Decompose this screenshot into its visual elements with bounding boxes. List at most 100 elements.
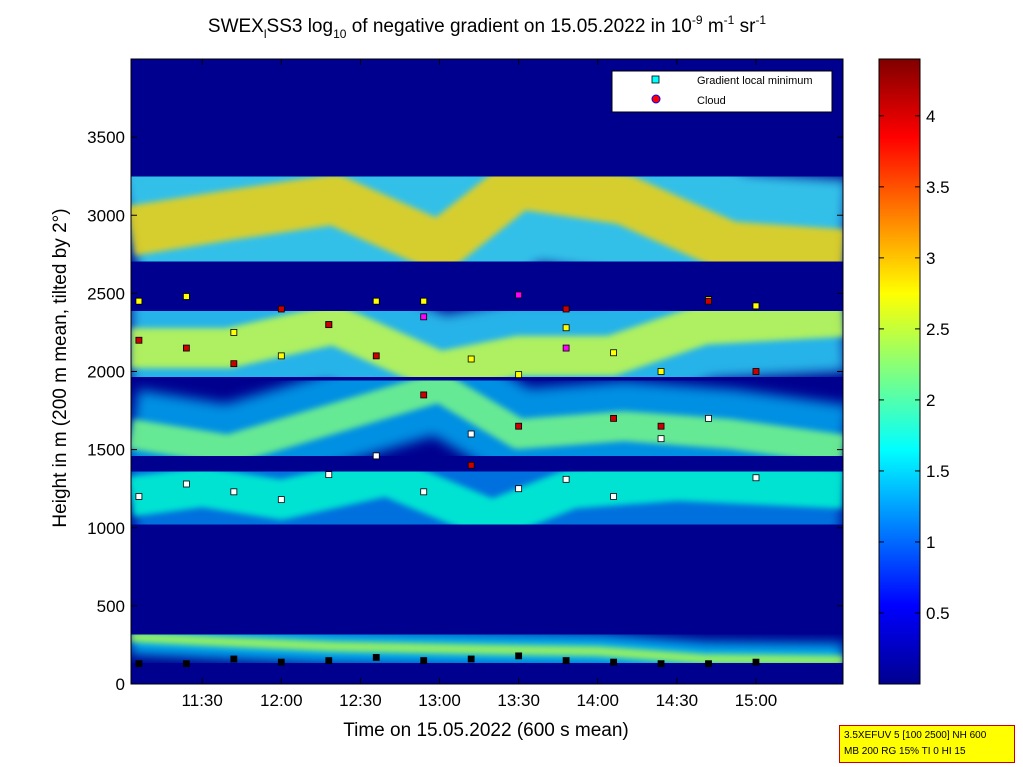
y-tick-label: 2500	[87, 284, 125, 303]
gradient-minimum-marker	[467, 461, 475, 469]
colorbar-tick-label: 1	[926, 533, 935, 552]
gradient-minimum-marker	[420, 391, 428, 399]
gradient-minimum-marker	[610, 349, 617, 357]
colorbar-tick-label: 3.5	[926, 178, 950, 197]
gradient-minimum-marker	[515, 485, 523, 493]
gradient-minimum-marker	[657, 422, 665, 430]
gradient-minimum-marker	[277, 658, 285, 666]
x-tick-label: 13:00	[418, 691, 461, 710]
gradient-minimum-marker	[752, 368, 760, 375]
x-tick-label: 14:00	[576, 691, 619, 710]
x-tick-label: 12:00	[260, 691, 303, 710]
gradient-minimum-marker	[372, 452, 380, 460]
gradient-minimum-marker	[515, 422, 523, 430]
gradient-minimum-marker	[657, 660, 665, 668]
gradient-minimum-marker	[182, 344, 190, 352]
gradient-minimum-marker	[182, 480, 190, 488]
legend-label-cloud: Cloud	[697, 95, 726, 107]
colorbar-tick-label: 4	[926, 107, 935, 126]
gradient-minimum-marker	[705, 660, 712, 668]
gradient-minimum-marker	[230, 488, 238, 496]
colorbar-ticks: 0.5 1 1.5 2 2.5 3 3.5 4	[879, 107, 950, 623]
gradient-minimum-marker	[562, 344, 570, 352]
gradient-minimum-marker	[610, 658, 617, 666]
gradient-minimum-marker	[515, 371, 523, 379]
gradient-minimum-marker	[562, 657, 570, 664]
y-tick-label: 3000	[87, 206, 125, 225]
gradient-minimum-marker	[657, 435, 665, 443]
y-tick-label: 500	[97, 597, 125, 616]
gradient-minimum-marker	[277, 352, 285, 360]
heatmap-area	[131, 59, 843, 684]
gradient-minimum-marker	[372, 352, 380, 360]
heatmap-band-core	[131, 632, 843, 666]
legend: Gradient local minimum Cloud	[611, 70, 833, 113]
gradient-minimum-marker	[135, 493, 143, 500]
legend-marker-cloud	[651, 94, 661, 104]
x-tick-label: 12:30	[339, 691, 382, 710]
gradient-minimum-marker	[325, 471, 333, 479]
y-tick-label: 1000	[87, 519, 125, 538]
gradient-minimum-marker	[135, 336, 143, 344]
colorbar-tick-label: 3	[926, 249, 935, 268]
y-tick-label: 0	[116, 675, 125, 694]
gradient-minimum-marker	[230, 655, 238, 663]
heatmap-band-core	[131, 296, 843, 392]
x-axis-label: Time on 15.05.2022 (600 s mean)	[343, 720, 629, 741]
colorbar-tick-label: 2.5	[926, 320, 950, 339]
chart-title: SWEXlSS3 log10 of negative gradient on 1…	[208, 13, 767, 41]
gradient-minimum-marker	[420, 488, 428, 496]
colorbar-tick-label: 2	[926, 391, 935, 410]
gradient-minimum-marker	[467, 430, 475, 438]
legend-box	[611, 70, 833, 113]
y-axis-label: Height in m (200 m mean, tilted by 2°)	[50, 208, 71, 527]
gradient-minimum-marker	[752, 658, 760, 666]
info-line-2: MB 200 RG 15% TI 0 HI 15	[844, 746, 966, 757]
gradient-minimum-marker	[467, 655, 475, 663]
x-axis: 11:30 12:00 12:30 13:00 13:30 14:00 14:30 15:00	[182, 59, 778, 710]
gradient-minimum-marker	[230, 360, 238, 368]
gradient-minimum-marker	[467, 355, 475, 363]
gradient-minimum-marker	[752, 474, 760, 482]
gradient-minimum-marker	[705, 297, 712, 305]
colorbar	[878, 58, 921, 685]
gradient-minimum-marker	[420, 657, 428, 664]
gradient-minimum-marker	[325, 657, 333, 664]
gradient-minimum-marker	[562, 324, 570, 332]
gradient-minimum-marker	[372, 654, 380, 661]
x-tick-label: 15:00	[735, 691, 778, 710]
y-tick-label: 1500	[87, 441, 125, 460]
x-tick-label: 11:30	[182, 691, 223, 710]
gradient-minimum-marker	[277, 496, 285, 504]
gradient-minimum-marker	[562, 475, 570, 483]
x-tick-label: 13:30	[497, 691, 540, 710]
gradient-minimum-marker	[562, 305, 570, 313]
gradient-minimum-marker	[610, 414, 617, 422]
colorbar-tick-label: 1.5	[926, 462, 950, 481]
gradient-minimum-marker	[610, 493, 617, 500]
marker-layer	[135, 291, 760, 668]
y-tick-label: 3500	[87, 128, 125, 147]
gradient-minimum-marker	[372, 297, 380, 305]
gradient-minimum-marker	[515, 652, 523, 660]
gradient-minimum-marker	[325, 321, 333, 329]
gradient-minimum-marker	[752, 302, 760, 310]
y-axis: 0 500 1000 1500 2000 2500 3000 3500	[87, 128, 843, 694]
gradient-minimum-marker	[420, 313, 428, 321]
info-line-1: 3.5XEFUV 5 [100 2500] NH 600	[844, 730, 987, 741]
gradient-minimum-marker	[515, 291, 523, 299]
legend-marker-gradient	[651, 75, 660, 84]
gradient-minimum-marker	[182, 660, 190, 668]
gradient-minimum-marker	[135, 297, 143, 305]
gradient-minimum-marker	[230, 329, 238, 336]
gradient-minimum-marker	[182, 293, 190, 300]
heatmap-bands	[131, 109, 843, 678]
y-tick-label: 2000	[87, 363, 125, 382]
info-box: 3.5XEFUV 5 [100 2500] NH 600 MB 200 RG 1…	[839, 725, 1015, 763]
gradient-minimum-marker	[277, 305, 285, 313]
gradient-minimum-marker	[135, 660, 143, 668]
gradient-minimum-marker	[705, 414, 712, 422]
gradient-minimum-marker	[420, 297, 428, 305]
heatmap-band-core	[131, 159, 843, 280]
